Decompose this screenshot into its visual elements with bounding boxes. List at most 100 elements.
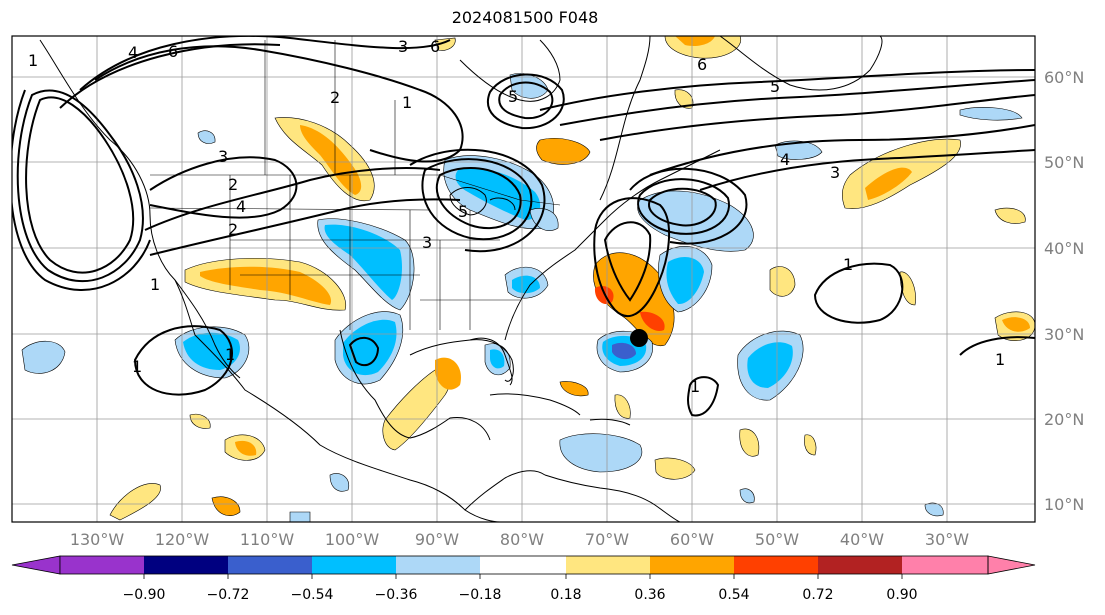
positive-anomaly-southwest-core bbox=[200, 266, 332, 305]
lon-label: 40°W bbox=[840, 530, 884, 549]
colorbar-tick-label: 0.72 bbox=[802, 587, 833, 603]
east-coast bbox=[504, 149, 721, 341]
colorbar-tick-label: −0.90 bbox=[123, 587, 166, 603]
contour-west-trough-3 bbox=[149, 198, 461, 256]
contour-label: 5 bbox=[770, 77, 780, 96]
contour-label: 2 bbox=[330, 88, 340, 107]
contour-hudson-low-1 bbox=[498, 81, 554, 120]
contour-far-east bbox=[959, 336, 1035, 356]
lon-label: 100°W bbox=[325, 530, 380, 549]
colorbar-bin bbox=[144, 556, 229, 574]
colorbar-bin bbox=[396, 556, 481, 574]
contour-label: 4 bbox=[236, 197, 246, 216]
lat-label: 30°N bbox=[1044, 325, 1084, 344]
greenland bbox=[719, 36, 883, 91]
colorbar-tick-label: −0.36 bbox=[375, 587, 418, 603]
positive-anomaly-mid-atlantic bbox=[769, 266, 796, 297]
south-america-north bbox=[544, 474, 681, 522]
positive-anomaly-newfoundland bbox=[536, 138, 591, 165]
contour-label: 6 bbox=[697, 55, 707, 74]
central-america bbox=[464, 470, 546, 511]
positive-anomaly-mexico-core bbox=[235, 440, 257, 456]
lat-label: 60°N bbox=[1044, 68, 1084, 87]
positive-anomaly-small-10 bbox=[434, 37, 456, 51]
colorbar-min-extension bbox=[11, 555, 61, 575]
contour-jet-5 bbox=[699, 149, 1035, 191]
florida bbox=[469, 337, 513, 386]
contour-east-high-1 bbox=[813, 262, 904, 324]
positive-anomaly-atlantic-storm-core-2 bbox=[640, 311, 665, 331]
lon-label: 70°W bbox=[585, 530, 629, 549]
north-america-west-coast bbox=[39, 39, 501, 522]
positive-anomaly-small-4 bbox=[994, 207, 1026, 224]
lon-label: 60°W bbox=[670, 530, 714, 549]
lon-label: 110°W bbox=[240, 530, 295, 549]
colorbar-bin bbox=[734, 556, 819, 574]
negative-anomaly-small-1 bbox=[197, 130, 216, 144]
contour-label: 1 bbox=[225, 345, 235, 364]
negative-anomaly-small-2 bbox=[329, 473, 350, 492]
positive-anomaly-small-6 bbox=[189, 413, 211, 429]
lon-label: 130°W bbox=[70, 530, 125, 549]
contour-jet-4 bbox=[649, 124, 1035, 176]
contour-label: 3 bbox=[830, 163, 840, 182]
map-border bbox=[11, 35, 1036, 523]
contour-label: 5 bbox=[508, 87, 518, 106]
baja-california bbox=[174, 279, 241, 379]
contour-label: 3 bbox=[218, 147, 228, 166]
negative-anomaly-far-ne bbox=[959, 107, 1023, 121]
contour-label: 6 bbox=[168, 42, 178, 61]
contour-label: 1 bbox=[995, 350, 1005, 369]
lat-label: 20°N bbox=[1044, 410, 1084, 429]
lat-label: 40°N bbox=[1044, 239, 1084, 258]
colorbar-frame bbox=[59, 555, 989, 575]
contour-label: 4 bbox=[128, 43, 138, 62]
colorbar-tick-label: 0.90 bbox=[886, 587, 917, 603]
negative-anomaly-mid-atlantic-core bbox=[747, 342, 793, 388]
lat-label: 50°N bbox=[1044, 153, 1084, 172]
contour-great-lakes-low-1 bbox=[435, 167, 522, 230]
colorbar-tick-label: −0.54 bbox=[291, 587, 334, 603]
negative-anomaly-atlantic-ne bbox=[774, 140, 823, 160]
colorbar-bin bbox=[60, 556, 145, 574]
contour-north-ridge-1 bbox=[94, 45, 464, 163]
colorbar-tick-label: 0.18 bbox=[550, 587, 581, 603]
colorbar-bin bbox=[818, 556, 903, 574]
negative-anomaly-east-coast-core bbox=[512, 275, 540, 294]
cuba bbox=[489, 393, 581, 416]
negative-anomaly-atlantic-north-2-core bbox=[666, 257, 704, 305]
lon-label: 120°W bbox=[155, 530, 210, 549]
colorbar-tick-label: −0.18 bbox=[459, 587, 502, 603]
positive-anomaly-small-5 bbox=[559, 381, 589, 397]
contour-texas bbox=[348, 336, 380, 367]
contour-label: 3 bbox=[398, 37, 408, 56]
positive-anomaly-greenland-south-core bbox=[675, 36, 715, 46]
colorbar: −0.90 −0.72 −0.54 −0.36 −0.18 0.18 0.36 … bbox=[11, 555, 1036, 603]
contour-label: 1 bbox=[843, 255, 853, 274]
storm-center-marker bbox=[630, 329, 648, 347]
contour-storm-1 bbox=[603, 221, 652, 302]
contour-atlantic-low-1 bbox=[648, 187, 717, 227]
contour-label: 1 bbox=[28, 51, 38, 70]
negative-anomaly-small-5 bbox=[289, 511, 311, 522]
negative-anomaly-pacific bbox=[21, 340, 66, 374]
negative-anomaly-caribbean bbox=[559, 433, 643, 473]
lon-label: 80°W bbox=[500, 530, 544, 549]
positive-anomaly-small-7 bbox=[211, 496, 241, 516]
contour-atlantic-low-2 bbox=[637, 178, 731, 235]
contour-label: 2 bbox=[228, 220, 238, 239]
contour-label: 1 bbox=[150, 275, 160, 294]
contour-north-ridge-3 bbox=[59, 43, 281, 109]
shaded-fields bbox=[21, 36, 1035, 522]
lon-label: 30°W bbox=[925, 530, 969, 549]
positive-anomaly-small-3 bbox=[614, 394, 631, 419]
map-title: 2024081500 F048 bbox=[451, 8, 599, 27]
hispaniola bbox=[589, 418, 631, 426]
contour-label: 1 bbox=[402, 93, 412, 112]
contour-jet-2 bbox=[559, 79, 1035, 126]
contour-jet-1 bbox=[539, 69, 1035, 111]
contour-storm-2 bbox=[593, 197, 671, 317]
colorbar-max-extension bbox=[987, 555, 1036, 575]
contour-label: 1 bbox=[132, 357, 142, 376]
